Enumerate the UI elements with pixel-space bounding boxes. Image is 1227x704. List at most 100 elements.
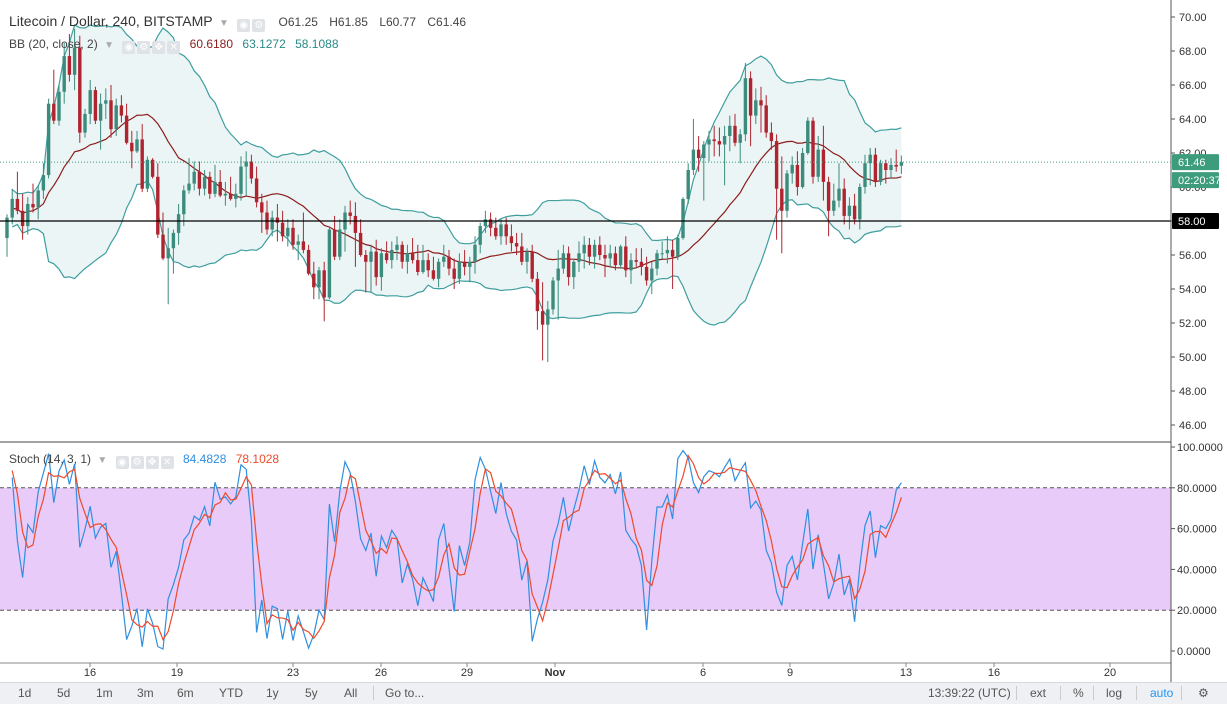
range-5y[interactable]: 5y — [305, 686, 318, 700]
candle — [431, 256, 436, 281]
candle — [83, 108, 87, 138]
bb-label[interactable]: BB (20, close, 2) — [9, 37, 98, 51]
candle — [10, 188, 14, 225]
candle — [795, 151, 800, 196]
candle — [863, 154, 867, 194]
candle — [192, 161, 196, 191]
candle — [696, 136, 701, 172]
bottom-toolbar: 1d 5d 1m 3m 6m YTD 1y 5y All Go to... 13… — [0, 682, 1227, 704]
eye-icon[interactable]: ◉ — [115, 456, 129, 469]
bb-lower-value: 58.1088 — [295, 37, 339, 51]
candle — [67, 34, 72, 82]
chevron-down-icon[interactable]: ▼ — [104, 40, 114, 51]
range-6m[interactable]: 6m — [177, 686, 194, 700]
candle — [535, 272, 540, 330]
stoch-d-value: 78.1028 — [235, 452, 280, 466]
candle — [665, 236, 670, 264]
candle — [223, 181, 228, 206]
candle — [774, 134, 779, 240]
candle — [182, 185, 186, 227]
candle — [104, 88, 108, 119]
candle — [234, 183, 238, 208]
candle — [213, 164, 217, 198]
range-all[interactable]: All — [344, 686, 358, 700]
candle — [598, 236, 602, 261]
percent-toggle[interactable]: % — [1073, 686, 1084, 700]
candle — [244, 151, 248, 196]
bb-lower-line — [11, 179, 902, 326]
candle — [514, 232, 519, 255]
candle — [873, 147, 878, 187]
candle — [239, 156, 243, 201]
range-ytd[interactable]: YTD — [219, 686, 243, 700]
candle — [644, 256, 649, 286]
symbol-title[interactable]: Litecoin / Dollar, 240, BITSTAMP — [9, 13, 213, 29]
candle — [395, 236, 399, 261]
candle — [592, 239, 597, 269]
range-5d[interactable]: 5d — [57, 686, 71, 700]
candle — [452, 258, 456, 289]
candle — [405, 244, 410, 274]
eye-icon[interactable]: ◉ — [237, 19, 251, 32]
candle — [93, 86, 98, 125]
chevron-down-icon[interactable]: ▼ — [97, 455, 108, 466]
chart-area[interactable]: 46.0048.0050.0052.0054.0056.0058.0060.00… — [0, 0, 1227, 682]
price-tick-label: 56.00 — [1179, 250, 1207, 262]
candle — [78, 35, 82, 143]
gear-icon[interactable]: ⚙ — [252, 19, 266, 32]
stoch-label[interactable]: Stoch (14, 3, 1) — [9, 452, 92, 466]
ext-toggle[interactable]: ext — [1030, 686, 1047, 700]
gear-icon[interactable]: ⚙ — [130, 456, 144, 469]
last-price-tag: 61.46 — [1172, 154, 1219, 171]
close-icon[interactable]: ✕ — [167, 41, 181, 54]
candle — [660, 241, 664, 259]
auto-toggle[interactable]: auto — [1150, 686, 1174, 700]
candle — [197, 161, 202, 196]
candle — [296, 234, 300, 261]
stoch-tick-label: 0.0000 — [1177, 646, 1211, 658]
candle — [681, 197, 685, 240]
stochastic-pane — [0, 449, 1171, 651]
stoch-tick-label: 80.0000 — [1177, 483, 1217, 495]
candle — [218, 170, 222, 198]
price-gridlines — [0, 441, 1171, 664]
candle — [764, 95, 768, 138]
range-3m[interactable]: 3m — [137, 686, 154, 700]
candle — [728, 115, 732, 152]
bb-legend: BB (20, close, 2) ▼ ◉ ⚙ ✥ ✕ 60.6180 63.1272… — [9, 37, 339, 54]
eye-icon[interactable]: ◉ — [122, 41, 136, 54]
candle — [353, 202, 358, 267]
candle — [655, 249, 659, 276]
candle — [156, 163, 160, 238]
price-tick-label: 50.00 — [1179, 352, 1207, 364]
countdown-tag: 02:20:37 — [1172, 172, 1221, 189]
candle — [426, 253, 430, 278]
close-icon[interactable]: ✕ — [160, 456, 174, 469]
range-1y[interactable]: 1y — [266, 686, 279, 700]
settings-icon[interactable]: ⚙ — [1198, 686, 1209, 700]
toolbar-divider — [1093, 686, 1094, 700]
candle — [639, 248, 644, 276]
candle — [884, 159, 888, 184]
move-icon[interactable]: ✥ — [145, 456, 159, 469]
toolbar-divider — [1016, 686, 1017, 700]
goto-button[interactable]: Go to... — [385, 686, 425, 700]
candle — [208, 171, 212, 199]
candle — [785, 170, 789, 218]
log-toggle[interactable]: log — [1106, 686, 1123, 700]
candle — [587, 238, 592, 266]
x-tick-label: 26 — [375, 667, 387, 679]
range-1m[interactable]: 1m — [96, 686, 113, 700]
gear-icon[interactable]: ⚙ — [137, 41, 151, 54]
candle — [249, 154, 254, 184]
price-tick-label: 54.00 — [1179, 284, 1207, 296]
move-icon[interactable]: ✥ — [152, 41, 166, 54]
chevron-down-icon[interactable]: ▼ — [218, 18, 229, 29]
stoch-d-line — [11, 454, 902, 641]
price-tick-label: 66.00 — [1179, 80, 1207, 92]
range-1d[interactable]: 1d — [18, 686, 32, 700]
candle — [275, 204, 280, 242]
candle — [187, 158, 191, 194]
candle — [57, 85, 61, 126]
stoch-k-line — [11, 449, 902, 651]
